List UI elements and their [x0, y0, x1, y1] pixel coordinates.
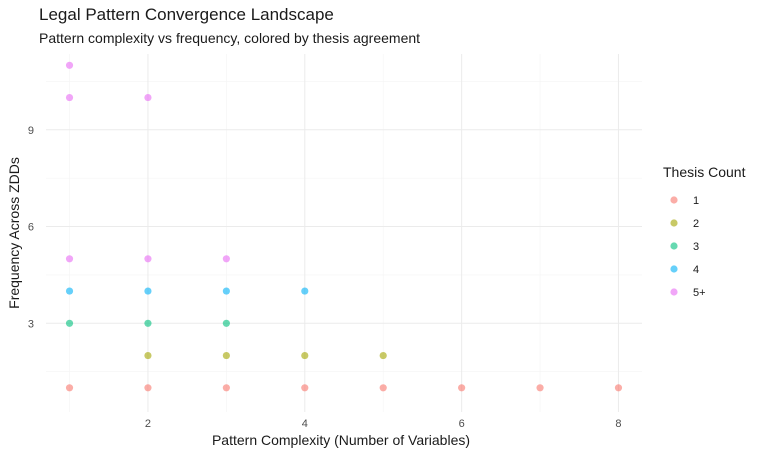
y-axis-ticks: 3 6 9 — [28, 125, 34, 331]
data-point — [144, 287, 152, 295]
x-tick-label: 4 — [302, 418, 308, 430]
data-point — [222, 319, 230, 327]
chart-subtitle: Pattern complexity vs frequency, colored… — [39, 30, 420, 46]
data-point — [614, 384, 623, 392]
y-tick-label: 3 — [28, 318, 34, 330]
legend-title: Thesis Count — [663, 164, 746, 180]
data-points — [65, 61, 623, 392]
x-tick-label: 6 — [459, 418, 465, 430]
data-point — [65, 319, 74, 327]
data-point — [458, 384, 466, 392]
data-point — [65, 255, 74, 263]
y-tick-label: 6 — [28, 222, 34, 234]
data-point — [65, 61, 74, 69]
legend: Thesis Count 1 2 3 4 5+ — [663, 164, 746, 299]
legend-label: 1 — [693, 195, 699, 207]
data-point — [65, 287, 74, 295]
data-point — [222, 287, 230, 295]
data-point — [222, 255, 230, 263]
y-tick-label: 9 — [28, 125, 34, 137]
data-point — [222, 384, 230, 392]
data-point — [65, 93, 74, 102]
legend-label: 2 — [693, 218, 699, 230]
data-point — [222, 351, 230, 360]
x-axis-ticks: 2 4 6 8 — [145, 418, 622, 430]
data-point — [144, 319, 152, 327]
data-point — [301, 384, 309, 392]
legend-key — [670, 265, 678, 273]
legend-label: 5+ — [693, 287, 706, 299]
data-point — [301, 351, 309, 360]
data-point — [144, 384, 152, 392]
legend-label: 4 — [693, 264, 699, 276]
data-point — [536, 384, 544, 392]
data-point — [65, 384, 74, 392]
data-point — [379, 351, 387, 360]
data-point — [144, 93, 152, 102]
legend-label: 3 — [693, 241, 699, 253]
legend-key — [670, 242, 678, 250]
plot-grid — [46, 54, 642, 412]
data-point — [301, 287, 309, 295]
y-axis-title: Frequency Across ZDDs — [6, 157, 22, 309]
data-point — [144, 351, 152, 360]
legend-key — [670, 219, 678, 227]
x-tick-label: 2 — [145, 418, 151, 430]
legend-key — [670, 196, 678, 204]
data-point — [379, 384, 387, 392]
chart-title: Legal Pattern Convergence Landscape — [39, 5, 334, 24]
x-axis-title: Pattern Complexity (Number of Variables) — [212, 432, 470, 448]
data-point — [144, 255, 152, 263]
x-tick-label: 8 — [615, 418, 621, 430]
legend-key — [670, 288, 678, 296]
